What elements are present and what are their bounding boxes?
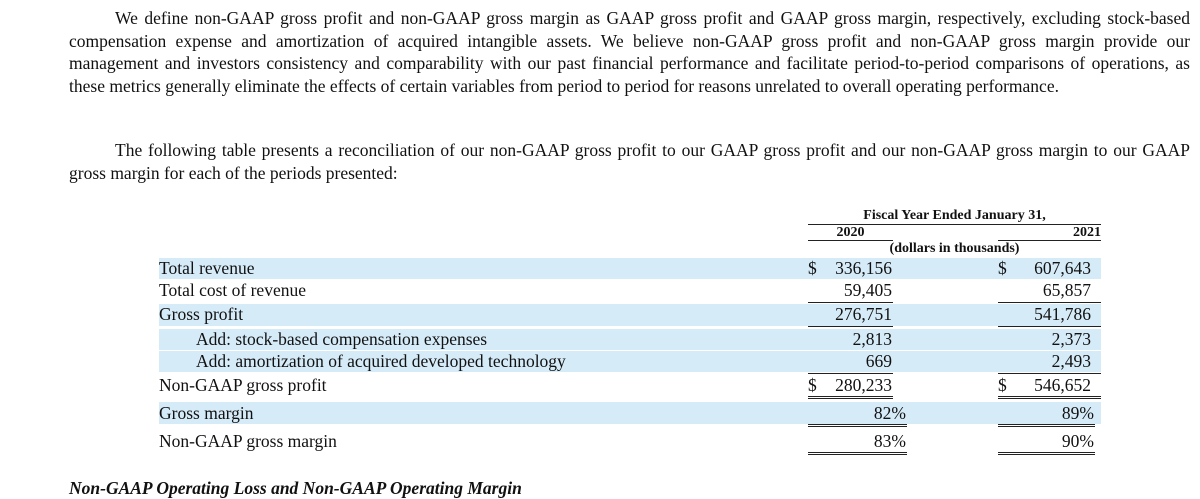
row-label: Non-GAAP gross profit	[159, 375, 327, 395]
dollar-sign: $	[808, 375, 817, 395]
row-label: Gross profit	[159, 304, 244, 324]
dollar-sign: $	[808, 258, 817, 278]
margin-double-rule-2021	[998, 424, 1095, 427]
value-2021: 2,493	[1051, 351, 1091, 371]
value-2021: 89%	[1061, 403, 1094, 423]
value-2020: 669	[865, 351, 892, 371]
table-row-total-revenue: Total revenue $336,156 $607,643	[159, 258, 1101, 279]
total-double-rule-2020	[808, 396, 893, 399]
table-row-cost-of-revenue: Total cost of revenue 59,405 65,857	[159, 280, 1101, 301]
row-label: Total revenue	[159, 258, 255, 278]
column-header-2021: 2021	[1073, 225, 1101, 240]
value-2020: $336,156	[808, 258, 892, 278]
total-double-rule-2021	[998, 396, 1101, 399]
table-header-fiscal-year: Fiscal Year Ended January 31,	[863, 208, 1046, 223]
margin-double-rule-2020	[808, 452, 907, 455]
value-2021: $607,643	[998, 258, 1091, 278]
subtotal-rule-2021	[998, 373, 1101, 374]
row-label: Gross margin	[159, 403, 254, 423]
table-row-non-gaap-gross-profit: Non-GAAP gross profit $280,233 $546,652	[159, 375, 1101, 396]
margin-double-rule-2021	[998, 452, 1095, 455]
subtotal-rule-2020	[808, 302, 893, 303]
table-row-gross-margin: Gross margin 82% 89%	[159, 402, 1101, 424]
value-2021: $546,652	[998, 375, 1091, 395]
table-row-stock-based-compensation: Add: stock-based compensation expenses 2…	[159, 329, 1101, 350]
value-2020: 83%	[873, 431, 906, 451]
value-2021: 90%	[1061, 431, 1094, 451]
subtotal-rule-2020	[808, 373, 893, 374]
row-label: Add: amortization of acquired developed …	[196, 351, 566, 371]
dollar-sign: $	[998, 258, 1007, 278]
value-2021: 2,373	[1051, 329, 1091, 349]
header-rule	[808, 224, 1101, 225]
paragraph-table-intro: The following table presents a reconcili…	[69, 140, 1190, 183]
value-2020: 276,751	[835, 304, 892, 324]
table-row-amortization: Add: amortization of acquired developed …	[159, 351, 1101, 372]
table-row-non-gaap-gross-margin: Non-GAAP gross margin 83% 90%	[159, 430, 1101, 452]
row-label: Add: stock-based compensation expenses	[196, 329, 488, 349]
value-2020: $280,233	[808, 375, 892, 395]
value-2020: 2,813	[852, 329, 892, 349]
row-label: Non-GAAP gross margin	[159, 431, 337, 451]
column-header-2020: 2020	[836, 225, 865, 240]
value-2020: 82%	[873, 403, 906, 423]
rule-2021	[998, 326, 1101, 327]
subtotal-rule-2021	[998, 302, 1101, 303]
value-2021: 541,786	[1034, 304, 1091, 324]
margin-double-rule-2020	[808, 424, 907, 427]
table-row-gross-profit: Gross profit 276,751 541,786	[159, 304, 1101, 326]
table-units: (dollars in thousands)	[889, 241, 1020, 256]
row-label: Total cost of revenue	[159, 280, 306, 300]
value-2021: 65,857	[1042, 280, 1091, 300]
dollar-sign: $	[998, 375, 1007, 395]
value-2020: 59,405	[843, 280, 892, 300]
paragraph-definition: We define non-GAAP gross profit and non-…	[69, 8, 1190, 96]
rule-2020	[808, 326, 893, 327]
column-rule-2020	[808, 240, 893, 241]
column-rule-2021	[998, 240, 1101, 241]
